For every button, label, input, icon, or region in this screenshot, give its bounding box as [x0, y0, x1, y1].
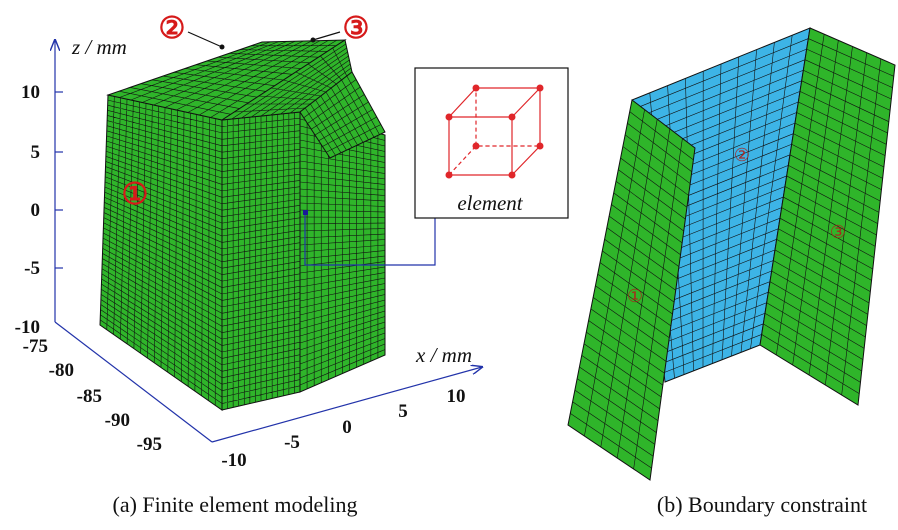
z-tick-label: 5 [31, 142, 41, 163]
region-label: ③ [830, 222, 846, 242]
region-label: ① [627, 286, 643, 306]
x-tick-label: 10 [447, 386, 466, 407]
element-marker [303, 210, 308, 215]
region-label: ② [734, 145, 750, 165]
y-tick-label: -75 [23, 336, 48, 357]
region-label: ① [122, 178, 149, 211]
x-axis-label: x / mm [415, 343, 472, 367]
x-tick-label: -5 [284, 432, 300, 453]
x-tick-label: 5 [398, 401, 408, 422]
y-tick-label: -90 [105, 410, 130, 431]
callout-dot [220, 45, 225, 50]
y-tick-label: -95 [137, 434, 162, 455]
z-ticks: 10 5 0 -5 -10 [15, 82, 40, 338]
z-tick-label: -5 [24, 258, 40, 279]
z-tick-label: 0 [31, 200, 41, 221]
callout-dot [311, 38, 316, 43]
inset-label: element [457, 191, 523, 215]
x-tick-label: 0 [342, 417, 352, 438]
figure: z / mm x / mm 10 5 0 -5 -10 -75 -80 -85 … [0, 0, 898, 530]
caption: (a) Finite element modeling [113, 492, 358, 517]
y-tick-label: -85 [77, 386, 102, 407]
y-tick-label: -80 [49, 360, 74, 381]
z-axis-label: z / mm [71, 35, 127, 59]
region-label: ③ [343, 12, 370, 45]
region-label: ② [159, 12, 186, 45]
x-tick-label: -10 [221, 450, 246, 471]
caption: (b) Boundary constraint [657, 492, 867, 517]
z-tick-label: 10 [21, 82, 40, 103]
z-tick-label: -10 [15, 317, 40, 338]
